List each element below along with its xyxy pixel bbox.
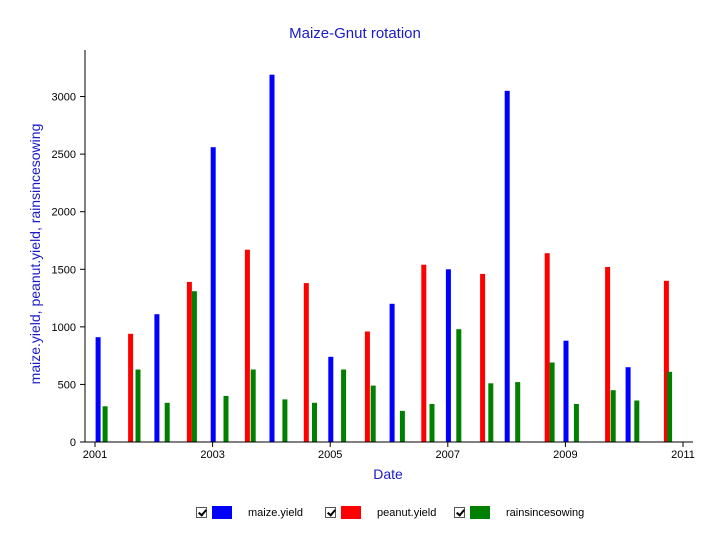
legend-label-peanut: peanut.yield [377,506,437,519]
bar-rainsincesowing [634,400,640,442]
x-tick-label: 2005 [318,449,342,461]
bar-peanut-yield [421,264,427,442]
legend: maize.yield peanut.yield rainsincesowing [0,506,711,526]
x-tick-label: 2011 [671,449,695,461]
y-tick-label: 2500 [52,149,76,161]
bar-rainsincesowing [515,382,521,442]
bar-maize-yield [210,147,216,442]
bar-peanut-yield [186,281,192,442]
bar-peanut-yield [605,267,611,442]
y-axis-title: maize.yield, peanut.yield, rainsincesowi… [27,124,43,385]
bar-peanut-yield [364,331,370,442]
bar-maize-yield [563,340,569,442]
bar-rainsincesowing [573,404,579,442]
x-axis-title: Date [373,466,403,482]
bar-maize-yield [389,303,395,442]
y-tick-label: 0 [70,437,76,449]
bar-rainsincesowing [610,390,616,442]
bar-peanut-yield [480,273,486,442]
bar-maize-yield [625,367,631,442]
bar-peanut-yield [244,249,250,442]
legend-checkbox-rain[interactable] [454,507,465,518]
x-tick-label: 2001 [83,449,107,461]
y-tick-label: 500 [58,379,76,391]
bar-rainsincesowing [282,399,288,442]
bar-rainsincesowing [667,371,673,442]
bar-rainsincesowing [488,383,494,442]
bar-rainsincesowing [191,291,197,442]
legend-label-rain: rainsincesowing [506,506,585,519]
bar-rainsincesowing [456,329,462,442]
bar-maize-yield [95,337,101,442]
bar-peanut-yield [128,333,134,442]
bar-rainsincesowing [429,404,435,442]
bar-rainsincesowing [102,406,108,442]
bar-rainsincesowing [135,369,141,442]
chart-title: Maize-Gnut rotation [289,25,421,42]
bar-maize-yield [328,356,334,442]
legend-checkbox-peanut[interactable] [325,507,336,518]
bar-maize-yield [504,90,510,443]
bar-rainsincesowing [341,369,347,442]
legend-item-peanut[interactable]: peanut.yield [325,506,436,519]
x-tick-label: 2007 [436,449,460,461]
bar-rainsincesowing [370,385,376,442]
y-tick-label: 2000 [52,207,76,219]
legend-item-maize[interactable]: maize.yield [196,506,303,519]
bar-rainsincesowing [312,402,317,442]
bar-rainsincesowing [399,410,405,442]
bar-maize-yield [269,74,275,442]
legend-swatch-maize [212,506,232,519]
bar-peanut-yield [544,253,550,442]
legend-swatch-rain [470,506,490,519]
legend-swatch-peanut [341,506,361,519]
bar-maize-yield [154,314,160,442]
y-tick-label: 1000 [52,322,76,334]
bar-rainsincesowing [223,395,229,442]
x-tick-label: 2003 [200,449,224,461]
y-tick-label: 1500 [52,264,76,276]
bar-peanut-yield [663,280,669,442]
legend-item-rain[interactable]: rainsincesowing [454,506,584,519]
bar-maize-yield [445,269,451,442]
legend-checkbox-maize[interactable] [196,507,207,518]
bar-rainsincesowing [164,402,170,442]
bar-rainsincesowing [549,362,555,442]
bar-rainsincesowing [250,369,256,442]
bar-peanut-yield [303,283,309,442]
legend-label-maize: maize.yield [248,506,304,519]
x-tick-label: 2009 [553,449,577,461]
y-tick-label: 3000 [52,92,76,104]
